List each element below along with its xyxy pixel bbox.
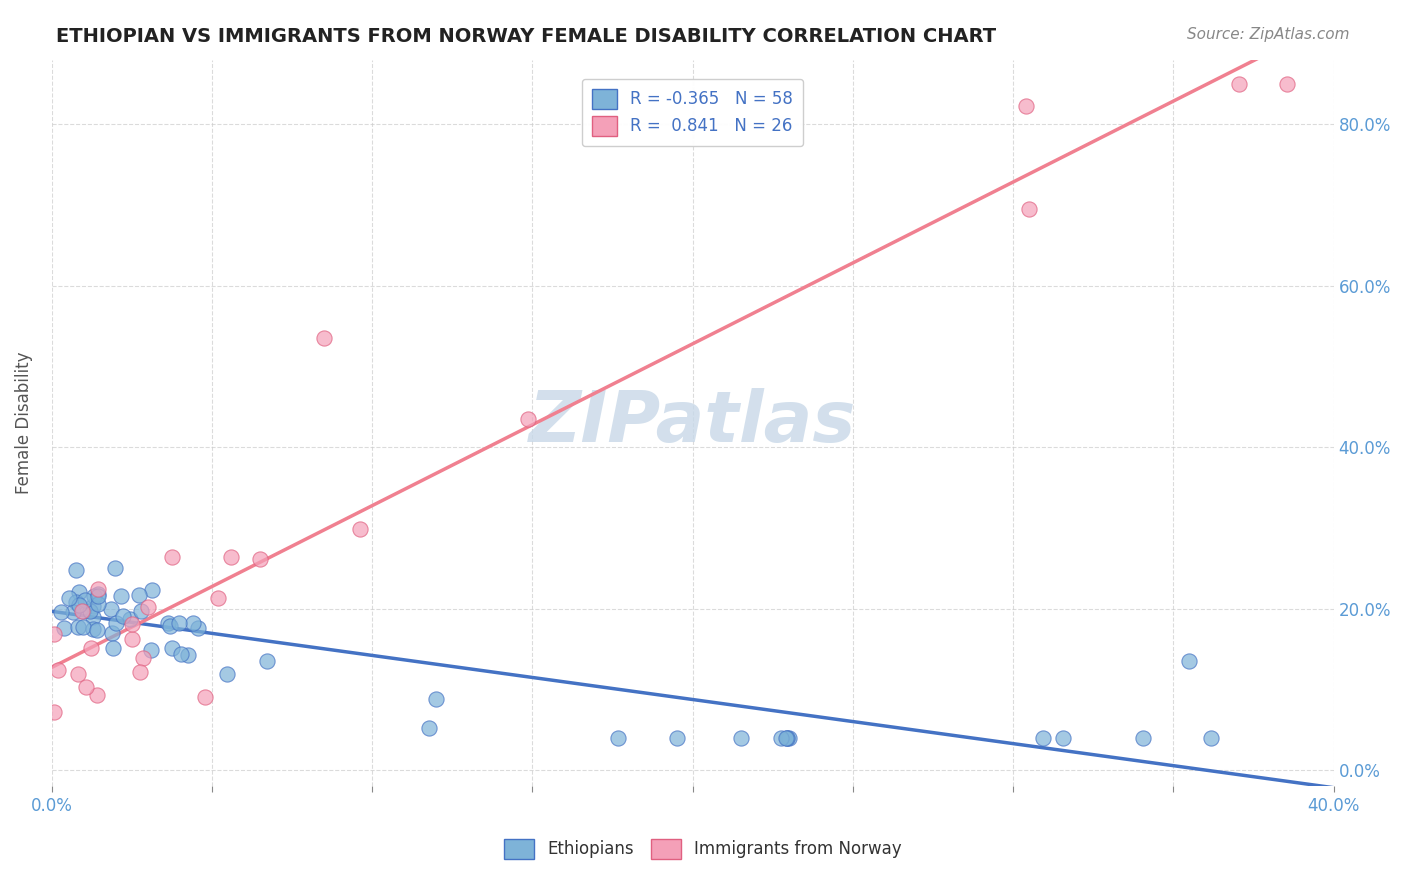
Point [87,582,110,596]
Point [775,731,797,745]
Point [87,589,110,603]
Point [79,604,101,618]
Text: ETHIOPIAN VS IMMIGRANTS FROM NORWAY FEMALE DISABILITY CORRELATION CHART: ETHIOPIAN VS IMMIGRANTS FROM NORWAY FEMA… [56,27,997,45]
Point [58,591,80,605]
Y-axis label: Female Disability: Female Disability [15,351,32,494]
Point [418,721,440,735]
Point [666,731,689,745]
Point [82,599,104,614]
Point [141,583,163,598]
Point [105,615,128,630]
Point [219,549,242,564]
Point [110,590,132,604]
Point [73,593,96,607]
Point [67,598,90,612]
Point [215,667,238,681]
Text: ZIPatlas: ZIPatlas [529,388,856,458]
Point [207,591,229,605]
Point [136,600,159,615]
Point [159,619,181,633]
Point [121,632,143,646]
Point [67,585,90,599]
Point [101,625,124,640]
Point [730,731,752,745]
Point [1227,77,1250,91]
Point [1015,99,1038,113]
Point [100,601,122,615]
Point [83,589,105,603]
Point [606,731,628,745]
Point [1018,202,1040,216]
Point [776,731,799,745]
Point [66,666,89,681]
Point [101,640,124,655]
Point [1052,731,1074,745]
Point [1178,654,1201,668]
Point [170,648,193,662]
Point [46,663,69,677]
Point [131,604,153,618]
Point [131,651,153,665]
Point [769,731,792,745]
Point [776,731,799,745]
Point [186,621,208,635]
Text: Source: ZipAtlas.com: Source: ZipAtlas.com [1187,27,1350,42]
Point [80,640,103,655]
Point [425,692,447,706]
Point [167,616,190,631]
Point [160,641,183,656]
Point [65,563,87,577]
Point [249,552,271,566]
Point [177,648,200,662]
Point [156,616,179,631]
Point [53,621,76,635]
Point [86,624,108,638]
Point [1199,731,1222,745]
Point [1031,731,1053,745]
Point [82,622,104,636]
Point [72,620,94,634]
Point [1132,731,1154,745]
Point [314,331,336,345]
Point [75,680,97,694]
Legend: R = -0.365   N = 58, R =  0.841   N = 26: R = -0.365 N = 58, R = 0.841 N = 26 [582,78,803,146]
Point [256,654,278,668]
Point [129,665,152,680]
Point [51,605,73,619]
Point [87,597,110,611]
Point [86,689,108,703]
Point [65,594,87,608]
Point [87,587,110,601]
Point [194,690,217,704]
Point [516,411,538,425]
Point [72,604,94,618]
Legend: Ethiopians, Immigrants from Norway: Ethiopians, Immigrants from Norway [498,832,908,866]
Point [111,608,134,623]
Point [160,549,183,564]
Point [128,588,150,602]
Point [82,610,104,624]
Point [42,706,65,720]
Point [104,561,127,575]
Point [1277,77,1299,91]
Point [70,604,93,618]
Point [66,620,89,634]
Point [349,522,371,536]
Point [778,731,800,745]
Point [118,611,141,625]
Point [139,642,162,657]
Point [44,627,66,641]
Point [121,617,143,632]
Point [181,615,204,630]
Point [62,605,84,619]
